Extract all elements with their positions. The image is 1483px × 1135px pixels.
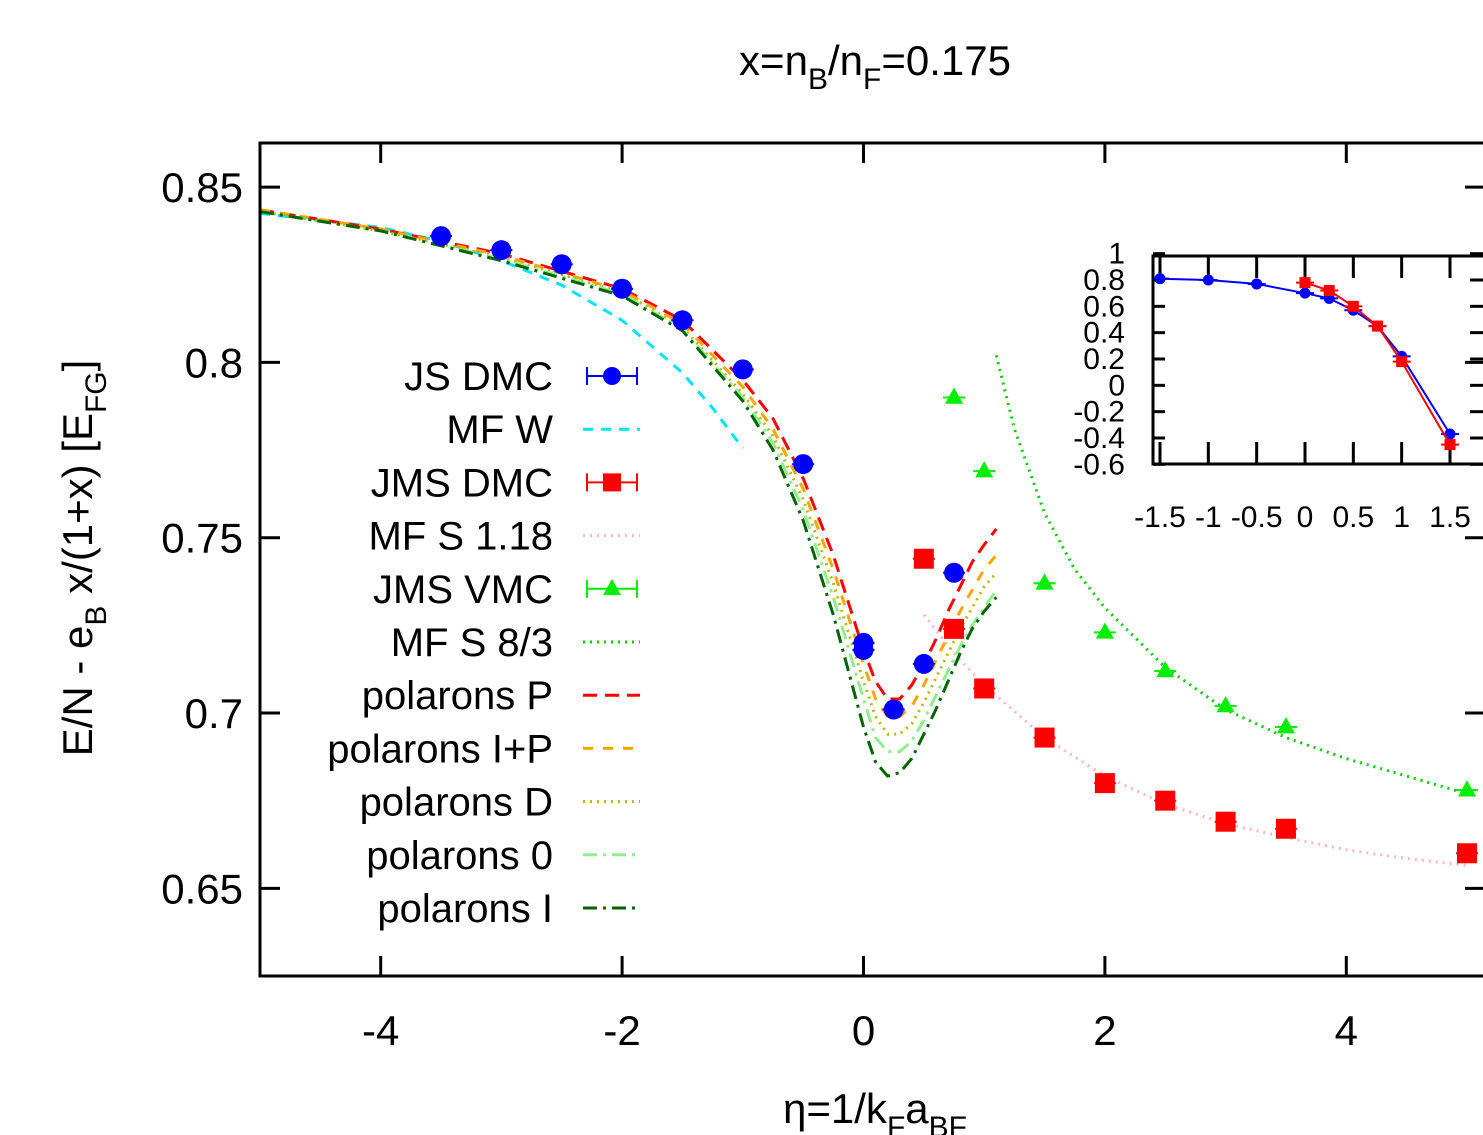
point-js-dmc	[944, 562, 965, 583]
inset-point	[1299, 277, 1311, 289]
point-jms-dmc	[944, 618, 965, 639]
chart-title: x=nB/nF=0.175	[739, 37, 1011, 96]
inset-point	[1251, 278, 1263, 290]
inset-point	[1299, 287, 1311, 299]
point-jms-vmc	[1458, 780, 1476, 797]
point-js-dmc	[612, 278, 633, 299]
point-jms-vmc	[1216, 696, 1235, 713]
point-jms-vmc	[945, 387, 964, 404]
point-jms-dmc	[974, 678, 995, 699]
legend-label: polarons D	[360, 781, 553, 825]
x-tick-label: 0	[852, 1007, 875, 1054]
legend-marker	[603, 578, 621, 596]
x-tick-label: -2	[603, 1007, 640, 1054]
point-js-dmc	[551, 254, 572, 275]
point-jms-dmc	[1215, 811, 1236, 832]
axis-ticks: -4 -2 0 2 4 0.65 0.7 0.75 0.8 0.85	[161, 143, 1483, 1054]
inset-y-tick-label: 0.2	[1083, 343, 1125, 376]
inset-plot-area	[1153, 273, 1459, 451]
inset-x-tick-label: 1.5	[1429, 501, 1471, 534]
point-js-dmc	[913, 653, 934, 674]
inset-y-tick-label: -0.6	[1073, 448, 1125, 481]
inset-y-tick-label: 0.4	[1083, 317, 1125, 350]
legend-marker	[603, 473, 621, 492]
legend-label: polarons 0	[366, 834, 553, 878]
legend-label: MF S 8/3	[391, 621, 553, 665]
inset-series-line	[1304, 281, 1451, 446]
series-curve-polarons-0	[260, 210, 998, 754]
legend-label: JMS VMC	[373, 568, 553, 612]
inset-x-tick-label: -0.5	[1231, 501, 1283, 534]
point-jms-dmc	[1457, 843, 1477, 864]
series-curve-mf-w	[260, 211, 745, 450]
inset-point	[1347, 300, 1359, 312]
y-tick-label: 0.65	[161, 865, 243, 912]
y-axis-label: E/N - eB x/(1+x) [EFG]	[54, 360, 113, 757]
x-tick-label: 2	[1093, 1007, 1116, 1054]
inset-y-tick-label: 0.8	[1083, 264, 1125, 297]
point-jms-dmc	[913, 548, 934, 569]
point-js-dmc	[431, 226, 452, 247]
inset-y-tick-label: 0	[1108, 369, 1125, 402]
inset-point	[1323, 285, 1335, 297]
series-curve-polarons-d	[260, 210, 998, 736]
inset-point	[1396, 356, 1408, 368]
inset-y-tick-label: -0.4	[1073, 422, 1125, 455]
plot-frame	[258, 141, 1483, 978]
inset-frame	[1151, 254, 1483, 466]
inset-point	[1372, 320, 1383, 332]
legend-label: MF S 1.18	[368, 515, 553, 559]
point-jms-dmc	[1155, 790, 1176, 811]
inset-point	[1202, 274, 1214, 286]
y-tick-label: 0.8	[185, 339, 243, 386]
legend-label: polarons P	[362, 674, 553, 718]
plot-area	[260, 208, 1478, 867]
point-jms-vmc	[975, 461, 994, 478]
legend-label: JS DMC	[404, 355, 553, 399]
legend-label: JMS DMC	[371, 461, 553, 505]
inset-x-tick-label: -1.5	[1134, 501, 1186, 534]
series-curve-polarons-i	[260, 210, 998, 778]
point-jms-dmc	[1275, 818, 1296, 839]
x-tick-label: -4	[362, 1007, 399, 1054]
inset-point	[1444, 428, 1456, 440]
inset-y-tick-label: 1	[1108, 238, 1125, 271]
series-curve-polarons-i-p	[260, 208, 998, 718]
point-jms-vmc	[1276, 717, 1295, 734]
inset-y-tick-label: -0.2	[1073, 396, 1125, 429]
point-js-dmc	[853, 639, 874, 660]
point-jms-vmc	[1156, 661, 1175, 678]
point-jms-vmc	[1035, 573, 1054, 590]
y-tick-label: 0.75	[161, 515, 243, 562]
y-tick-label: 0.85	[161, 164, 243, 211]
legend-label: polarons I	[377, 887, 553, 931]
inset-x-tick-label: 0.5	[1332, 501, 1374, 534]
series-curve-mf-s-8-3	[994, 355, 1468, 796]
inset-x-tick-label: -1	[1195, 501, 1222, 534]
x-axis-label: η=1/kFaBF	[783, 1085, 967, 1135]
y-tick-label: 0.7	[185, 690, 243, 737]
series-curve-mf-s-1-18	[922, 613, 1468, 867]
x-tick-label: 4	[1335, 1007, 1358, 1054]
point-js-dmc	[672, 310, 693, 331]
legend-label: polarons I+P	[327, 727, 553, 771]
point-jms-vmc	[1095, 622, 1114, 639]
point-js-dmc	[883, 699, 904, 720]
point-js-dmc	[491, 240, 512, 261]
legend-label: MF W	[446, 408, 553, 452]
point-jms-dmc	[1094, 773, 1115, 794]
inset-point	[1444, 439, 1456, 451]
inset-chart: -1.5 -1 -0.5 0 0.5 1 1.510.80.60.40.20-0.2-0.4…	[1073, 238, 1483, 534]
inset-x-tick-label: 1	[1393, 501, 1410, 534]
inset-y-tick-label: 0.6	[1083, 290, 1125, 323]
legend: JS DMC MF W JMS DMC MF S 1.18 JMS VMC MF S 8/…	[327, 355, 640, 931]
point-js-dmc	[732, 359, 753, 380]
inset-x-tick-label: 0	[1297, 501, 1314, 534]
legend-marker	[603, 367, 621, 385]
point-jms-dmc	[1034, 727, 1055, 748]
inset-point	[1154, 273, 1166, 285]
point-js-dmc	[793, 454, 814, 475]
